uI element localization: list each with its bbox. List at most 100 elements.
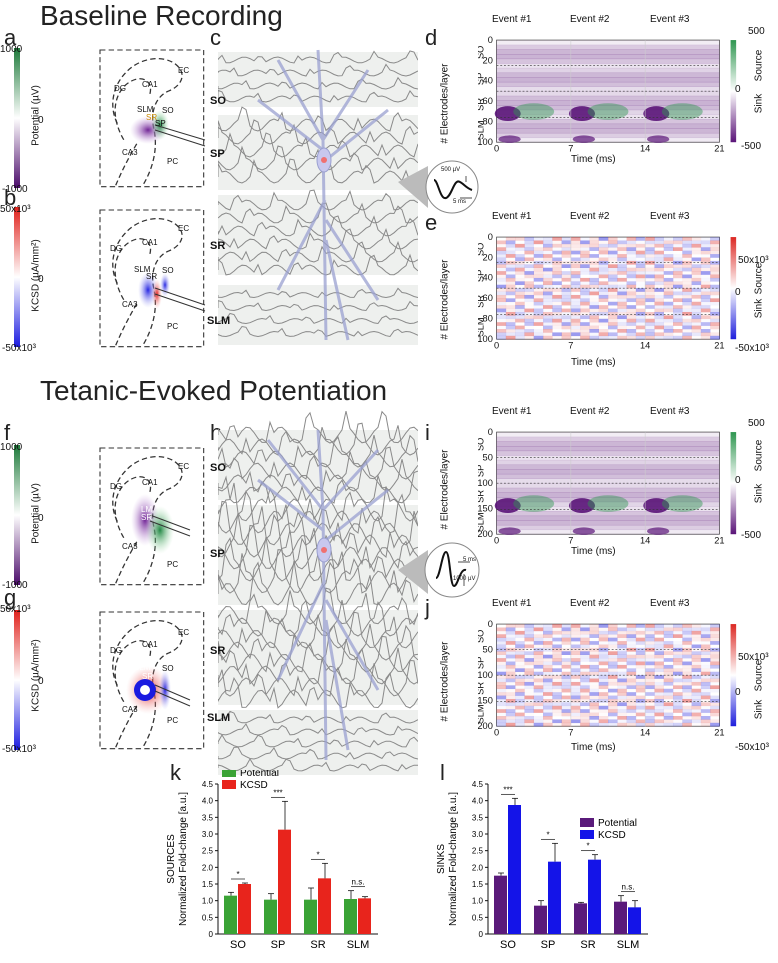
heat-cell-j — [626, 716, 637, 720]
bar-kcsd-sr — [318, 878, 331, 934]
heat-cell-e — [617, 335, 627, 340]
heat-cell-j — [505, 671, 516, 676]
heat-cell-e — [682, 335, 692, 340]
heat-cell-j — [570, 712, 581, 717]
heat-cell-j — [515, 722, 525, 727]
layer-label-sr: SR — [478, 490, 486, 503]
heat-cell-e — [524, 264, 534, 268]
heat-cell-e — [635, 264, 646, 268]
heat-cell-j — [505, 624, 516, 628]
heat-cell-e — [598, 257, 609, 262]
heat-cell-j — [635, 658, 646, 662]
heat-cell-e — [700, 291, 711, 296]
heat-cell-j — [636, 692, 646, 696]
colorbar-i — [730, 432, 737, 535]
heat-cell-e — [524, 302, 534, 306]
heat-cell-j — [524, 630, 534, 635]
heat-cell-j — [570, 627, 581, 632]
heat-cell-j — [552, 658, 562, 662]
heat-cell-e — [524, 281, 534, 286]
heat-cell-j — [673, 719, 683, 723]
panel-e-letter: e — [425, 210, 438, 235]
heat-cell-j — [710, 664, 720, 669]
ytick-label: 0.5 — [202, 913, 214, 922]
heat-cell-e — [700, 288, 711, 292]
heat-cell-e — [663, 267, 674, 272]
heat-cell-j — [617, 658, 627, 662]
heat-cell-e — [505, 305, 516, 309]
region-lm-f: LM — [141, 505, 153, 514]
heat-cell-e — [673, 274, 683, 279]
heat-cell-j — [552, 695, 562, 700]
heat-cell-j — [496, 641, 507, 645]
heat-cell-e — [589, 284, 599, 289]
bar-kcsd-slm — [628, 907, 641, 934]
heat-cell-e — [552, 335, 562, 340]
heat-cell-e — [645, 257, 655, 262]
heat-cell-e — [496, 267, 507, 272]
heat-cell-e — [673, 267, 683, 272]
heat-cell-j — [543, 685, 553, 690]
heat-row-i — [496, 492, 571, 498]
ytick-j: 200 — [478, 721, 493, 731]
trace-h-slm — [218, 710, 418, 724]
heat-cell-j — [570, 695, 581, 700]
trace-h-sp — [218, 536, 418, 582]
region-ca3-g: CA3 — [122, 705, 138, 714]
heat-cell-e — [505, 267, 516, 272]
heat-cell-j — [626, 624, 637, 628]
heat-cell-j — [654, 716, 664, 720]
heat-cell-j — [682, 722, 692, 727]
heat-cell-j — [599, 641, 609, 645]
heat-cell-e — [710, 301, 720, 306]
heat-row-i — [496, 464, 571, 470]
heat-cell-e — [710, 247, 720, 251]
heat-cell-j — [589, 688, 599, 693]
heat-row-d — [496, 86, 571, 92]
heat-cell-e — [645, 332, 655, 337]
heat-cell-e — [682, 288, 692, 292]
heat-cell-e — [562, 281, 572, 285]
event3-title-d: Event #3 — [650, 14, 690, 25]
region-ec-g: EC — [178, 628, 190, 637]
heat-cell-j — [570, 716, 581, 720]
heat-cell-e — [692, 254, 702, 258]
heat-cell-j — [543, 661, 553, 666]
heat-row-i — [496, 487, 571, 493]
heat-cell-j — [636, 645, 646, 649]
heat-cell-j — [580, 627, 590, 632]
heat-cell-j — [701, 662, 711, 666]
heat-cell-j — [645, 641, 655, 645]
heat-cell-e — [617, 260, 627, 265]
heat-cell-j — [663, 651, 674, 655]
heat-cell-j — [700, 630, 711, 635]
heat-cell-e — [496, 247, 507, 251]
heat-cell-e — [524, 247, 534, 251]
heat-cell-e — [645, 278, 655, 282]
heat-cell-j — [589, 716, 599, 720]
heat-cell-e — [552, 325, 562, 330]
heat-cell-j — [533, 671, 544, 676]
heat-cell-e — [673, 237, 683, 241]
heat-cell-e — [543, 294, 553, 299]
heat-cell-e — [543, 332, 553, 337]
heat-cell-e — [598, 243, 609, 248]
heat-cell-e — [505, 298, 516, 303]
heat-cell-e — [663, 325, 674, 330]
heat-cell-j — [533, 637, 544, 642]
heat-cell-e — [700, 322, 711, 326]
trace-h-slm — [218, 734, 418, 748]
heat-cell-e — [505, 281, 516, 286]
panel-k-letter: k — [170, 760, 181, 785]
heat-cell-j — [552, 651, 562, 655]
heat-cell-e — [636, 240, 646, 244]
heat-cell-e — [505, 250, 516, 255]
heat-cell-j — [654, 695, 664, 700]
heat-cell-e — [608, 274, 618, 279]
region-sr-f: SR — [141, 513, 153, 522]
heat-cell-j — [589, 712, 599, 717]
heat-cell-e — [524, 305, 534, 309]
heat-cell-e — [580, 267, 590, 272]
heat-cell-e — [533, 237, 544, 241]
heat-cell-e — [682, 329, 692, 333]
